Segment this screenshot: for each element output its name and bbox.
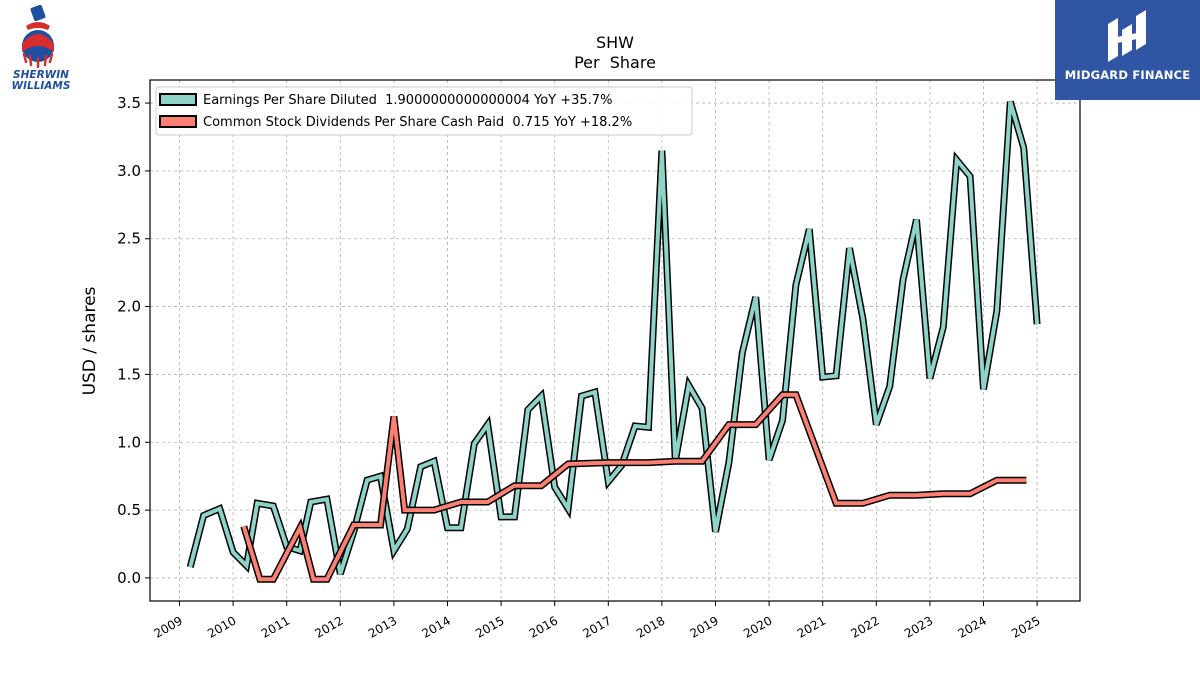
chart-title: SHW xyxy=(596,33,634,52)
x-tick-label: 2015 xyxy=(473,613,506,640)
x-axis-ticks: 2009 2010 2011 2012 2013 2014 2015 2016 2017 2018… xyxy=(152,601,1043,641)
y-tick-label: 2.0 xyxy=(117,298,141,316)
x-tick-label: 2024 xyxy=(956,613,989,640)
x-tick-label: 2023 xyxy=(902,613,935,640)
x-tick-label: 2011 xyxy=(259,613,292,640)
sherwin-williams-logo: SHERWIN WILLIAMS xyxy=(4,4,74,100)
x-tick-label: 2009 xyxy=(152,613,185,640)
x-tick-label: 2010 xyxy=(205,613,238,640)
series-0-line xyxy=(188,101,1040,575)
y-axis-label: USD / shares xyxy=(80,286,100,395)
plot-frame xyxy=(149,79,1081,602)
sherwin-williams-wordmark: SHERWIN WILLIAMS xyxy=(11,69,71,92)
y-tick-label: 3.5 xyxy=(117,94,141,112)
x-tick-label: 2018 xyxy=(634,613,667,640)
midgard-finance-wordmark: MIDGARD FINANCE xyxy=(1064,68,1191,82)
x-tick-label: 2025 xyxy=(1009,613,1042,640)
midgard-monogram-icon xyxy=(1108,10,1146,62)
y-tick-label: 1.5 xyxy=(117,365,141,383)
y-axis-ticks: 0.0 0.5 1.0 1.5 2.0 2.5 3.0 3.5 xyxy=(117,94,150,587)
series-lines xyxy=(186,100,1041,583)
y-tick-label: 1.0 xyxy=(117,433,141,451)
series-1-outline xyxy=(240,391,1027,583)
x-tick-label: 2022 xyxy=(848,613,881,640)
series-0 xyxy=(186,100,1041,575)
legend-swatch-eps xyxy=(159,93,197,106)
y-tick-label: 0.5 xyxy=(117,501,141,519)
y-tick-label: 3.0 xyxy=(117,162,141,180)
legend-swatch-dividends xyxy=(159,115,197,128)
x-tick-label: 2021 xyxy=(795,613,828,640)
x-tick-label: 2017 xyxy=(580,613,613,640)
series-0-outline xyxy=(186,100,1041,575)
midgard-finance-logo: MIDGARD FINANCE xyxy=(1055,0,1200,100)
series-1-line xyxy=(241,392,1027,582)
globe-paint-icon xyxy=(22,4,54,69)
y-tick-label: 2.5 xyxy=(117,230,141,248)
series-1 xyxy=(240,391,1027,583)
legend-label-eps: Earnings Per Share Diluted 1.90000000000… xyxy=(203,93,612,108)
legend: Earnings Per Share Diluted 1.90000000000… xyxy=(155,86,693,136)
x-tick-label: 2019 xyxy=(688,613,721,640)
x-tick-label: 2020 xyxy=(741,613,774,640)
chart-subtitle: Per Share xyxy=(574,53,656,72)
legend-box xyxy=(155,86,693,136)
x-tick-label: 2016 xyxy=(527,613,560,640)
x-tick-label: 2013 xyxy=(366,613,399,640)
x-tick-label: 2012 xyxy=(312,613,345,640)
x-tick-label: 2014 xyxy=(420,613,453,640)
y-tick-label: 0.0 xyxy=(117,569,141,587)
legend-label-dividends: Common Stock Dividends Per Share Cash Pa… xyxy=(203,115,632,130)
